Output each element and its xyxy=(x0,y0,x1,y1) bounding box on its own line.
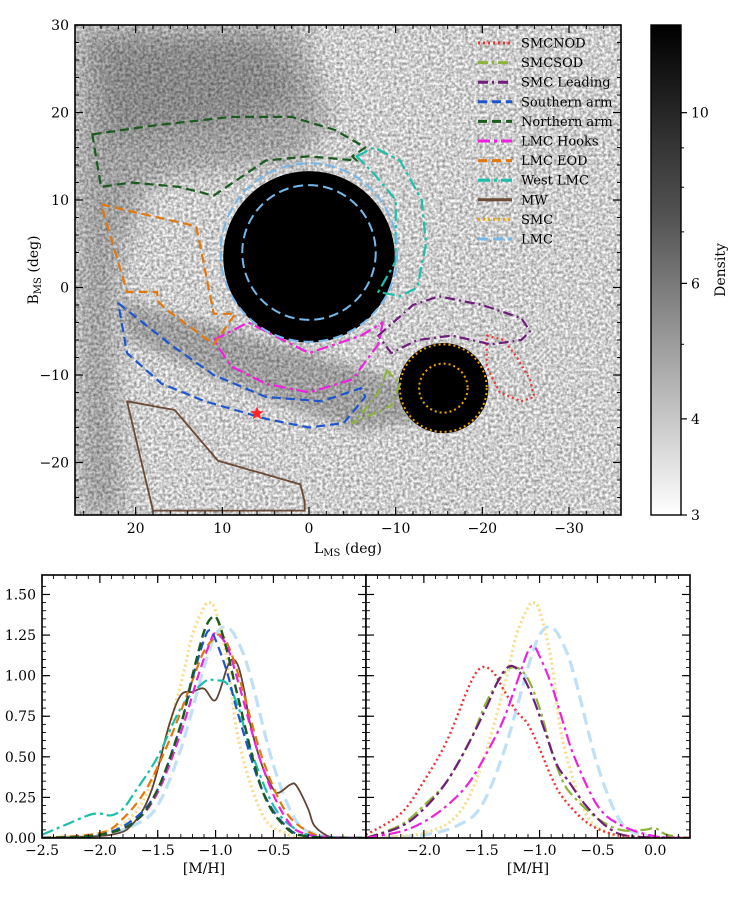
map-y-tick-label: −20 xyxy=(39,456,69,472)
mdf-x-tick-label: −1.0 xyxy=(523,843,557,859)
lmc-halo xyxy=(0,0,1,1)
region-lmc-hooks xyxy=(212,321,384,394)
colorbar-tick-label: 4 xyxy=(691,412,700,428)
colorbar-tick-label: 10 xyxy=(691,106,709,122)
colorbar-ticks: 3 4 6 10 xyxy=(681,106,709,524)
map-y-tick-label: 20 xyxy=(51,106,69,122)
map-legend: SMCNOD SMCSOD SMC Leading Southern arm North… xyxy=(478,37,613,248)
mdf-right-ticks: −2.0 −1.5 −1.0 −0.5 0.0 xyxy=(365,575,691,859)
smc-circle-2 xyxy=(399,343,488,433)
mdf-y-tick-label: 0.50 xyxy=(5,750,36,766)
mdf-right-x-label: [M/H] xyxy=(507,861,549,877)
mdf-curve-lmc-hooks xyxy=(366,644,690,838)
map-x-tick-label: 0 xyxy=(305,521,314,537)
star-marker xyxy=(250,406,264,420)
map-x-tick-label: −20 xyxy=(468,521,498,537)
region-smcnod xyxy=(485,334,536,403)
mdf-y-tick-label: 0.75 xyxy=(5,709,36,725)
mdf-curve-lmc xyxy=(366,625,690,838)
colorbar-label: Density xyxy=(713,243,729,297)
map-y-tick-label: 0 xyxy=(60,281,69,297)
mdf-curve-southern-arm xyxy=(42,629,366,838)
mdf-x-tick-label: −0.5 xyxy=(256,843,290,859)
legend-label-smcsod: SMCSOD xyxy=(521,56,583,71)
mdf-x-tick-label: −1.0 xyxy=(199,843,233,859)
legend-label-west-lmc: West LMC xyxy=(521,174,589,189)
smc-circle-1 xyxy=(418,362,469,414)
legend-label-lmc-hooks: LMC Hooks xyxy=(521,135,599,150)
mdf-left-curves xyxy=(42,600,366,838)
region-lmc-eod xyxy=(99,203,237,346)
mdf-y-tick-label: 0.25 xyxy=(5,790,36,806)
map-x-label: LMS (deg) xyxy=(314,541,382,559)
colorbar-tick-label: 3 xyxy=(691,508,700,524)
mdf-x-tick-label: −1.5 xyxy=(465,843,499,859)
mdf-x-tick-label: −2.5 xyxy=(25,843,59,859)
map-y-tick-label: 30 xyxy=(51,18,69,34)
mdf-x-tick-label: −2.0 xyxy=(407,843,441,859)
mdf-curve-west-lmc xyxy=(42,678,366,838)
legend-label-northern-arm: Northern arm xyxy=(521,115,613,130)
mdf-right-curves xyxy=(366,600,690,838)
mdf-left-panel: −2.5 −2.0 −1.5 −1.0 −0.5 0.00 0.25 0.50 0.75 1.00… xyxy=(5,574,367,877)
mdf-curve-northern-arm xyxy=(42,614,366,838)
map-y-label: BMS (deg) xyxy=(26,236,44,305)
region-southern-arm xyxy=(117,302,367,429)
lmc-circle-2 xyxy=(219,162,399,343)
mdf-y-tick-label: 0.00 xyxy=(5,831,36,847)
density-map-panel: 20 10 0 −10 −20 −30 −20 −10 0 10 20 30 LMS (deg) B… xyxy=(0,0,622,559)
map-y-tick-label: −10 xyxy=(39,368,69,384)
colorbar-gradient xyxy=(650,24,682,516)
mdf-x-tick-label: 0.0 xyxy=(644,843,666,859)
density-field xyxy=(0,0,621,515)
lmc-core xyxy=(223,171,395,343)
map-x-tick-label: 20 xyxy=(127,521,145,537)
mdf-right-background xyxy=(366,575,690,838)
region-west-lmc xyxy=(355,146,428,298)
mdf-right-panel: −2.0 −1.5 −1.0 −0.5 0.0 [M/H] xyxy=(365,574,691,877)
legend-label-southern-arm: Southern arm xyxy=(521,95,612,110)
legend-label-smcnod: SMCNOD xyxy=(521,37,586,52)
map-x-tick-label: 10 xyxy=(213,521,231,537)
region-northern-arm xyxy=(91,115,367,197)
map-x-tick-label: −10 xyxy=(381,521,411,537)
region-mw xyxy=(126,400,306,512)
map-x-ticks: 20 10 0 −10 −20 −30 xyxy=(83,25,605,537)
smc-halo xyxy=(0,0,1,1)
map-y-tick-label: 10 xyxy=(51,193,69,209)
region-smc-leading xyxy=(377,295,532,355)
mdf-left-x-label: [M/H] xyxy=(183,861,225,877)
legend-label-smc: SMC xyxy=(521,213,553,228)
lmc-circle-1 xyxy=(241,184,377,321)
legend-label-smc-leading: SMC Leading xyxy=(521,76,611,91)
legend-label-lmc-eod: LMC EOD xyxy=(521,154,588,169)
mdf-x-tick-label: −1.5 xyxy=(141,843,175,859)
mdf-y-tick-label: 1.50 xyxy=(5,587,36,603)
mdf-x-tick-label: −0.5 xyxy=(580,843,614,859)
mdf-y-tick-label: 1.00 xyxy=(5,669,36,685)
mdf-y-tick-label: 1.25 xyxy=(5,628,36,644)
mdf-curve-lmc-eod xyxy=(42,633,366,838)
legend-label-mw: MW xyxy=(521,193,548,208)
mdf-x-tick-label: −2.0 xyxy=(83,843,117,859)
legend-label-lmc: LMC xyxy=(521,233,553,248)
smc-core xyxy=(398,343,489,434)
map-x-tick-label: −30 xyxy=(554,521,584,537)
mdf-curve-smc xyxy=(42,600,366,838)
mdf-left-background xyxy=(42,575,366,838)
colorbar-tick-label: 6 xyxy=(691,276,700,292)
colorbar: 3 4 6 10 Density xyxy=(650,24,729,524)
map-y-ticks: −20 −10 0 10 20 30 xyxy=(39,18,621,516)
